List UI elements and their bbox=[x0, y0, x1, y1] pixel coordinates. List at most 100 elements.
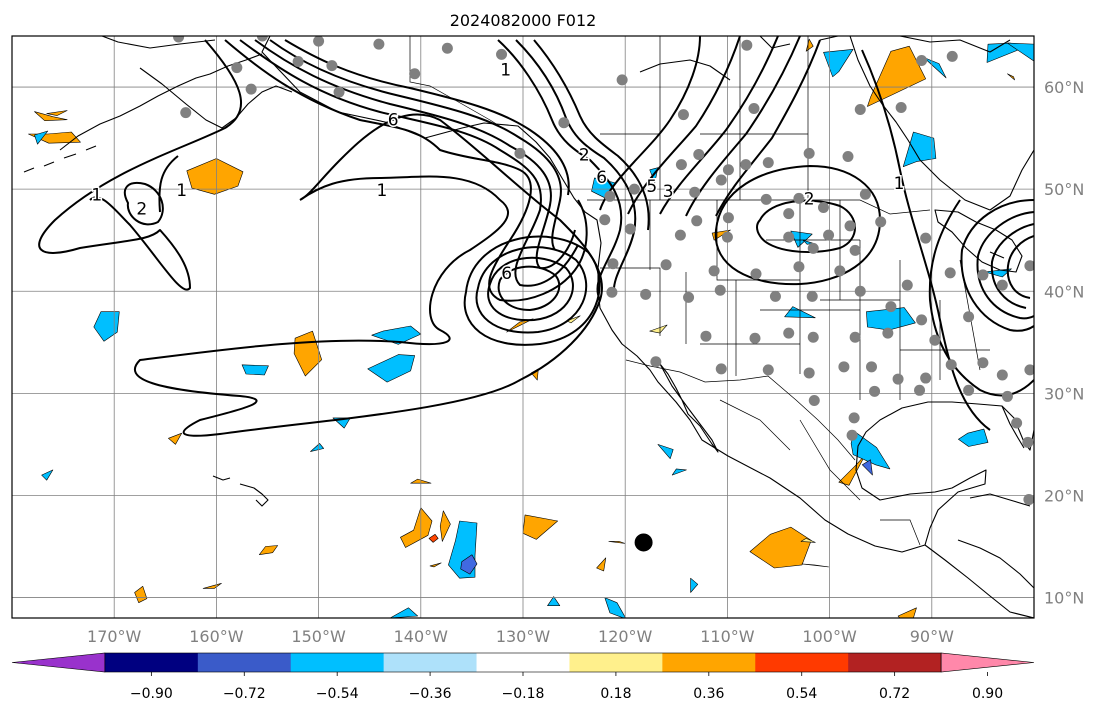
station-dot bbox=[783, 208, 795, 220]
colorbar-tick-label: 0.36 bbox=[693, 686, 724, 702]
station-dot bbox=[882, 327, 894, 339]
colorbar-segment bbox=[290, 653, 385, 672]
station-dot bbox=[783, 327, 795, 339]
contour-label: 2 bbox=[579, 145, 590, 165]
contour-rockies-ridge-1 bbox=[599, 36, 779, 215]
anomaly-fill-region bbox=[310, 443, 324, 452]
anomaly-fill-region bbox=[800, 538, 816, 543]
anomaly-fill-region bbox=[371, 325, 422, 345]
anomaly-fill-region bbox=[1007, 42, 1034, 62]
anomaly-fill-region bbox=[897, 607, 917, 618]
station-dot bbox=[760, 193, 772, 205]
contour-pacific-ridge-1 bbox=[38, 39, 242, 291]
station-dot bbox=[256, 36, 268, 42]
contour-label: 3 bbox=[663, 182, 674, 202]
alaska-coast bbox=[101, 36, 293, 129]
station-dot bbox=[292, 56, 304, 68]
station-dot bbox=[245, 83, 257, 95]
station-dot bbox=[842, 150, 854, 162]
anomaly-fill-region bbox=[41, 469, 54, 481]
station-dot bbox=[866, 361, 878, 373]
anomaly-fill-region bbox=[34, 130, 49, 145]
contour-offshore-low-4 bbox=[475, 246, 588, 334]
station-dot bbox=[929, 334, 941, 346]
anomaly-fill-region bbox=[958, 428, 989, 447]
latitude-tick-label: 60°N bbox=[1044, 78, 1084, 97]
station-dot bbox=[823, 229, 835, 241]
station-dot bbox=[963, 311, 975, 323]
station-dot bbox=[326, 60, 338, 72]
station-dot bbox=[1011, 417, 1023, 429]
station-dot bbox=[675, 159, 687, 171]
station-dot bbox=[854, 104, 866, 116]
colorbar-tick-label: −0.54 bbox=[316, 686, 359, 702]
station-dot bbox=[859, 188, 871, 200]
contour-hudson-1 bbox=[861, 49, 991, 431]
station-dot bbox=[901, 279, 913, 291]
station-dot bbox=[807, 331, 819, 343]
colorbar-segment bbox=[662, 653, 756, 672]
contour-label: 1 bbox=[500, 61, 511, 81]
latitude-tick-label: 10°N bbox=[1044, 589, 1084, 608]
contour-label: 2 bbox=[136, 200, 147, 220]
alaska-peninsula bbox=[59, 53, 263, 151]
contour-east-low-rings bbox=[960, 199, 1034, 332]
anomaly-fill-region bbox=[801, 563, 829, 568]
map-frame bbox=[11, 35, 1035, 619]
anomaly-fill-region bbox=[604, 597, 626, 618]
station-dot bbox=[640, 288, 652, 300]
station-dot bbox=[173, 36, 185, 43]
contour-label: 1 bbox=[91, 185, 102, 205]
station-dot bbox=[793, 261, 805, 273]
contour-inner-pacific-2 bbox=[123, 182, 164, 226]
station-dot bbox=[700, 330, 712, 342]
contour-label: 6 bbox=[596, 168, 607, 188]
station-dot bbox=[1024, 364, 1034, 376]
colorbar-tick-label: −0.90 bbox=[130, 686, 173, 702]
latitude-tick-label: 50°N bbox=[1044, 180, 1084, 199]
station-dot bbox=[869, 385, 881, 397]
contour-northwest-trough bbox=[497, 39, 623, 301]
station-dot bbox=[849, 244, 861, 256]
station-dot bbox=[693, 148, 705, 160]
station-dot bbox=[373, 38, 385, 50]
us-mexico-border bbox=[625, 359, 856, 461]
station-dot bbox=[333, 86, 345, 98]
station-dot bbox=[441, 42, 453, 54]
anomaly-fill-region bbox=[923, 57, 947, 79]
anomaly-fill-region bbox=[439, 510, 451, 542]
contour-label: 1 bbox=[377, 181, 388, 201]
longitude-tick-labels: 170°W 160°W 150°W 140°W 130°W 120°W 110°W 100°W… bbox=[87, 627, 954, 646]
station-dot bbox=[650, 356, 662, 368]
station-dot bbox=[844, 220, 856, 232]
latitude-tick-label: 20°N bbox=[1044, 486, 1084, 505]
station-dot bbox=[892, 373, 904, 385]
station-dot bbox=[945, 359, 957, 371]
station-dot bbox=[749, 332, 761, 344]
station-dot bbox=[916, 55, 928, 67]
latitude-tick-label: 40°N bbox=[1044, 282, 1084, 301]
anomaly-fill-region bbox=[429, 562, 442, 568]
station-dot bbox=[817, 202, 829, 214]
station-dot bbox=[834, 265, 846, 277]
anomaly-fill-region bbox=[823, 49, 854, 78]
cuba-coast bbox=[969, 493, 1031, 507]
colorbar-tick-label: 0.72 bbox=[879, 686, 910, 702]
station-dot bbox=[803, 367, 815, 379]
colorbar-segment bbox=[476, 653, 570, 672]
station-dot bbox=[762, 364, 774, 376]
station-dot bbox=[806, 290, 818, 302]
station-dot bbox=[604, 190, 616, 202]
station-dot bbox=[808, 395, 820, 407]
station-dot bbox=[854, 285, 866, 297]
station-dot bbox=[838, 361, 850, 373]
anomaly-fill-region bbox=[649, 324, 668, 334]
longitude-tick-label: 150°W bbox=[291, 627, 346, 646]
station-dot bbox=[977, 357, 989, 369]
longitude-tick-label: 160°W bbox=[189, 627, 244, 646]
longitude-tick-label: 100°W bbox=[802, 627, 857, 646]
anomaly-fill-region bbox=[460, 554, 478, 575]
anomaly-fill-region bbox=[838, 454, 866, 486]
